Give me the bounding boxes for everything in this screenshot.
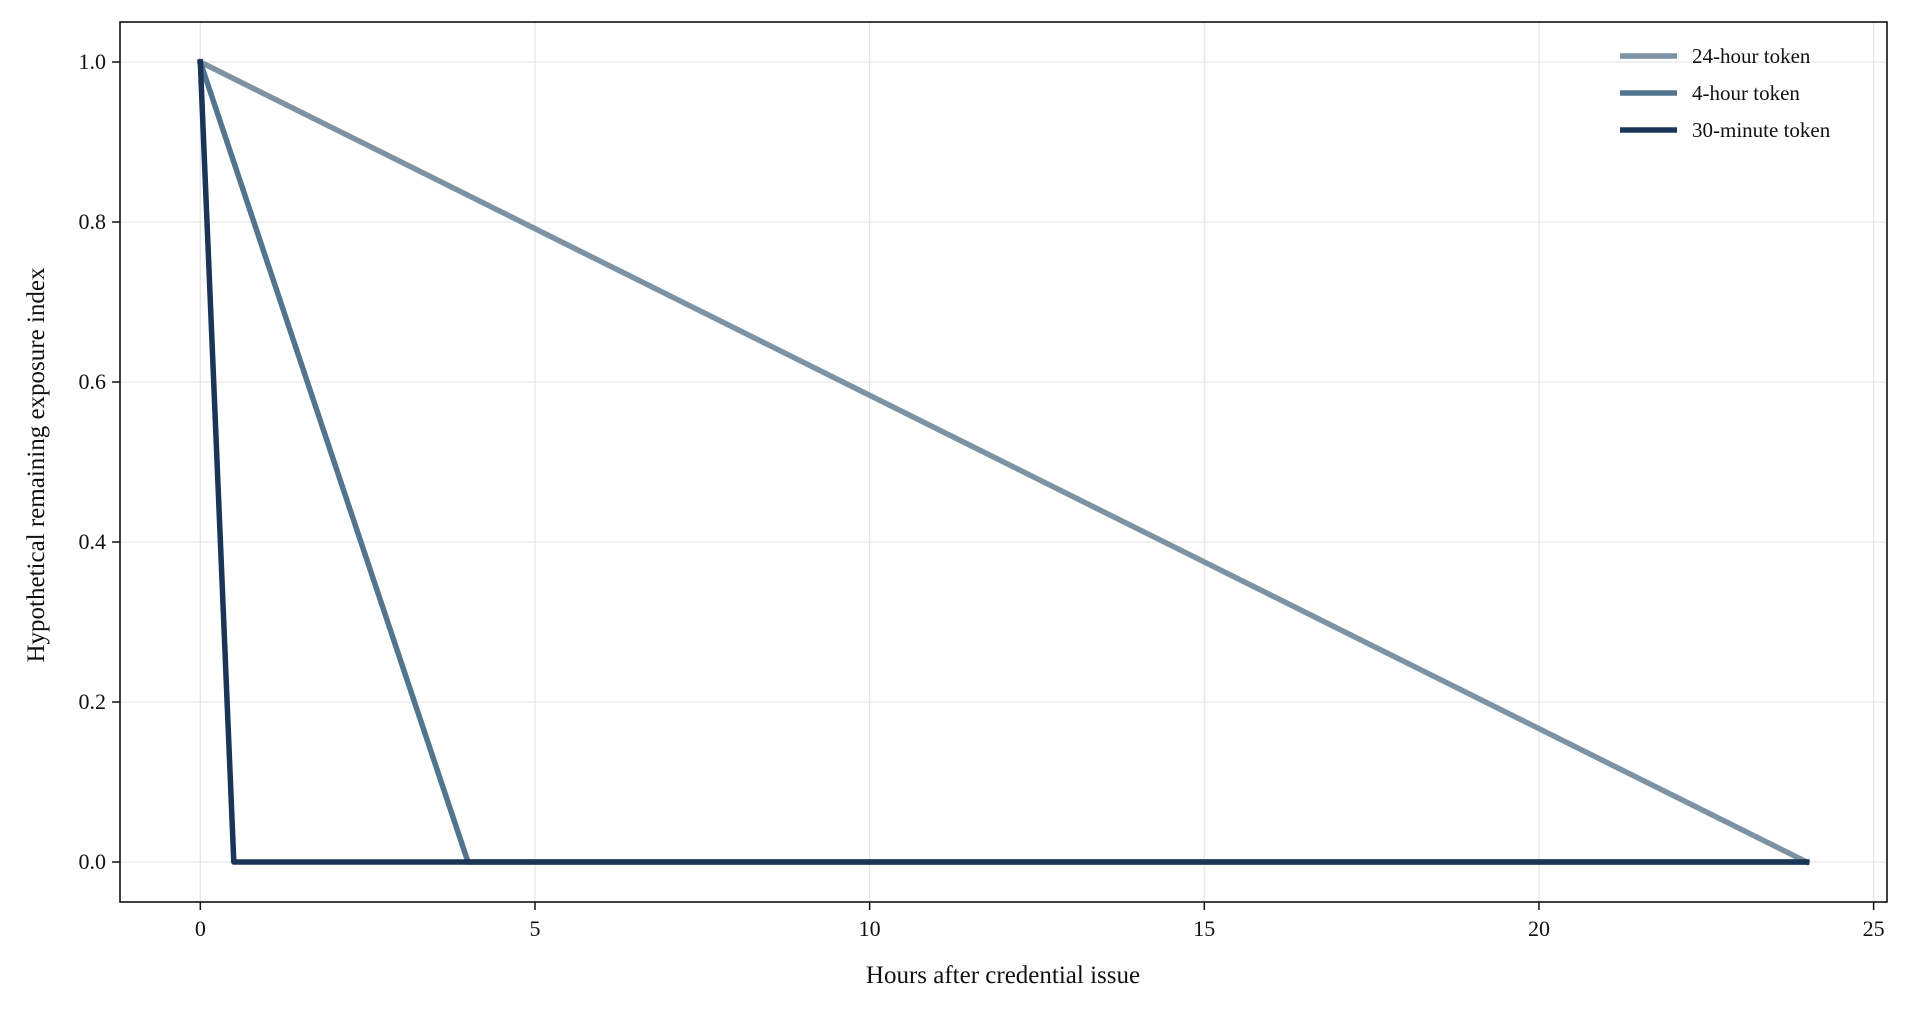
plot-frame	[119, 21, 1888, 903]
axes	[119, 21, 1888, 903]
legend: 24-hour token 4-hour token 30-minute token	[1620, 44, 1831, 142]
y-axis-label: Hypothetical remaining exposure index	[23, 267, 50, 663]
y-tick-label: 0.6	[79, 369, 107, 394]
y-tick-label: 0.2	[79, 689, 107, 714]
x-tick-label: 5	[529, 916, 540, 941]
x-tick-label: 15	[1193, 916, 1215, 941]
series-line-3	[197, 59, 1810, 865]
x-tick-label: 0	[195, 916, 206, 941]
x-tick-label: 25	[1863, 916, 1885, 941]
legend-label-2: 4-hour token	[1692, 81, 1800, 105]
y-tick-label: 0.4	[79, 529, 107, 554]
x-tick-label: 20	[1528, 916, 1550, 941]
x-axis-label: Hours after credential issue	[866, 962, 1140, 989]
y-tick-label: 0.8	[79, 209, 107, 234]
y-tick-label: 0.0	[79, 849, 107, 874]
series-lines	[196, 58, 1811, 866]
legend-label-1: 24-hour token	[1692, 44, 1811, 68]
legend-label-3: 30-minute token	[1692, 118, 1831, 142]
x-tick-label: 10	[859, 916, 881, 941]
y-tick-label: 1.0	[79, 49, 107, 74]
tick-marks: 0 5 10 15 20 25 0.0 0.2 0.4 0.6 0.8 1.0	[79, 49, 1885, 941]
series-line-1	[196, 58, 1811, 866]
